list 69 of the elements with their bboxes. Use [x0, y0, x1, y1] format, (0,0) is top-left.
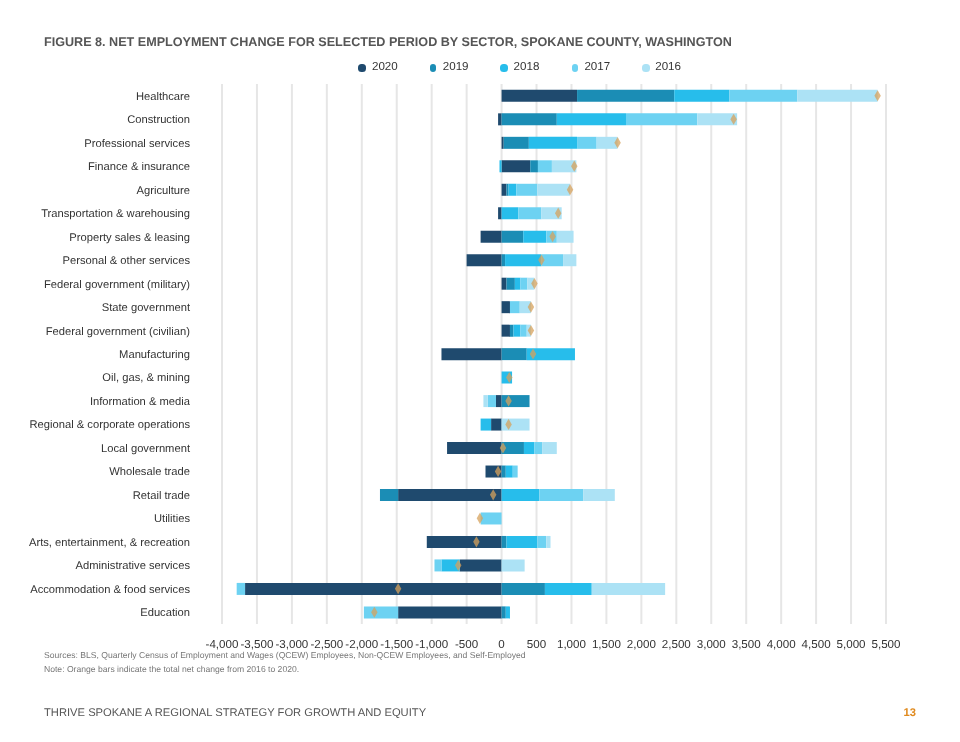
bar [518, 207, 542, 220]
bar [501, 230, 524, 243]
bar [537, 183, 571, 196]
bar [520, 277, 528, 290]
bar [509, 301, 520, 314]
bar [506, 277, 515, 290]
bar [542, 442, 557, 455]
bar [523, 442, 535, 455]
bar [480, 512, 502, 525]
bar [541, 254, 564, 267]
bar [434, 559, 442, 572]
bar [526, 348, 575, 361]
bar [447, 442, 502, 455]
bar [729, 89, 798, 102]
bar [245, 582, 502, 595]
bar [503, 136, 529, 149]
bar [501, 489, 540, 501]
bar [480, 418, 492, 431]
bar [501, 207, 519, 220]
bar [583, 489, 615, 501]
bar [523, 230, 547, 243]
bar [379, 489, 399, 501]
bar [591, 582, 666, 595]
bar [577, 89, 675, 102]
bar [501, 559, 525, 572]
bar [236, 582, 246, 595]
bar [426, 535, 502, 548]
bar [466, 254, 502, 267]
bar [697, 113, 738, 126]
bar [674, 89, 730, 102]
bar [556, 230, 574, 243]
bar [459, 559, 502, 572]
bar [495, 395, 502, 408]
bar [520, 324, 527, 337]
bar [505, 254, 542, 267]
bar [506, 535, 538, 548]
bar [398, 489, 502, 501]
bar [501, 348, 527, 361]
bar [505, 465, 513, 478]
bar [491, 418, 502, 431]
bar [797, 89, 878, 102]
bar [398, 606, 502, 619]
bar [539, 489, 584, 501]
bar [514, 277, 521, 290]
bar [516, 183, 538, 196]
bar [625, 113, 698, 126]
bar [563, 254, 577, 267]
bar [577, 136, 597, 149]
bar [537, 160, 552, 173]
bar [501, 301, 510, 314]
bar [556, 113, 626, 126]
bar [528, 136, 578, 149]
bar [537, 535, 547, 548]
bar [480, 230, 502, 243]
bar [512, 465, 518, 478]
bar [544, 582, 592, 595]
bar [363, 606, 399, 619]
bar [596, 136, 618, 149]
bar [508, 183, 517, 196]
bar [501, 324, 510, 337]
bar [441, 348, 502, 361]
bar [534, 442, 543, 455]
bar [487, 395, 496, 408]
bar [530, 160, 538, 173]
bar [501, 160, 531, 173]
bar [501, 89, 578, 102]
bar [501, 582, 545, 595]
bar [501, 113, 557, 126]
bar [513, 324, 521, 337]
